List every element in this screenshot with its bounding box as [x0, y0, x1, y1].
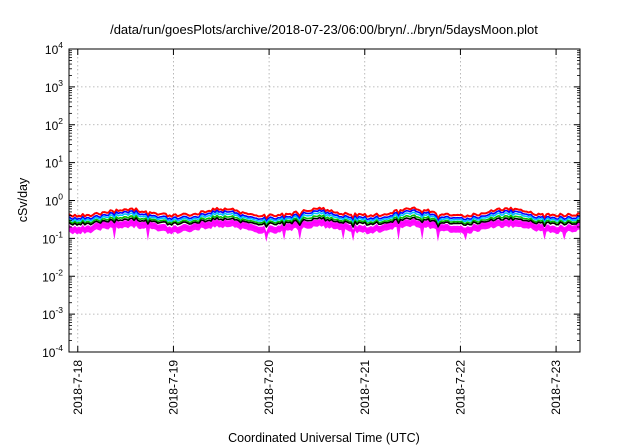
tick-layer — [69, 48, 580, 353]
x-tick-label: 2018-7-18 — [71, 360, 85, 415]
y-tick-label: 103 — [45, 78, 63, 95]
x-tick-label: 2018-7-23 — [549, 360, 563, 415]
series-line-4 — [68, 216, 581, 228]
series-layer — [68, 206, 581, 236]
xlabel-layer: 2018-7-18 2018-7-19 2018-7-20 2018-7-21 2018… — [71, 360, 563, 415]
envelope-layer — [69, 218, 580, 242]
y-tick-label: 10-3 — [42, 305, 63, 322]
x-tick-label: 2018-7-22 — [453, 360, 467, 415]
series-line-0 — [68, 206, 581, 220]
y-tick-label: 100 — [45, 192, 63, 209]
y-tick-label: 102 — [45, 116, 63, 133]
y-tick-label: 104 — [45, 40, 63, 57]
series-line-5 — [68, 220, 581, 236]
chart-title: /data/run/goesPlots/archive/2018-07-23/0… — [110, 22, 538, 37]
x-tick-label: 2018-7-20 — [262, 360, 276, 415]
series-line-1 — [68, 209, 581, 223]
magenta-envelope-band — [69, 218, 580, 242]
series-line-2 — [68, 211, 581, 225]
y-tick-label: 101 — [45, 154, 63, 171]
y-tick-label: 10-1 — [42, 229, 63, 246]
y-tick-label: 10-2 — [42, 267, 63, 284]
series-line-3 — [68, 214, 581, 227]
x-tick-label: 2018-7-19 — [166, 360, 180, 415]
y-tick-label: 10-4 — [42, 343, 63, 360]
x-tick-label: 2018-7-21 — [358, 360, 372, 415]
grid-layer — [69, 49, 580, 352]
ylabel-layer: 104 103 102 101 100 10-1 10-2 10-3 10-4 — [42, 40, 63, 360]
y-axis-title: cSv/day — [16, 177, 30, 222]
x-axis-title: Coordinated Universal Time (UTC) — [228, 431, 420, 445]
